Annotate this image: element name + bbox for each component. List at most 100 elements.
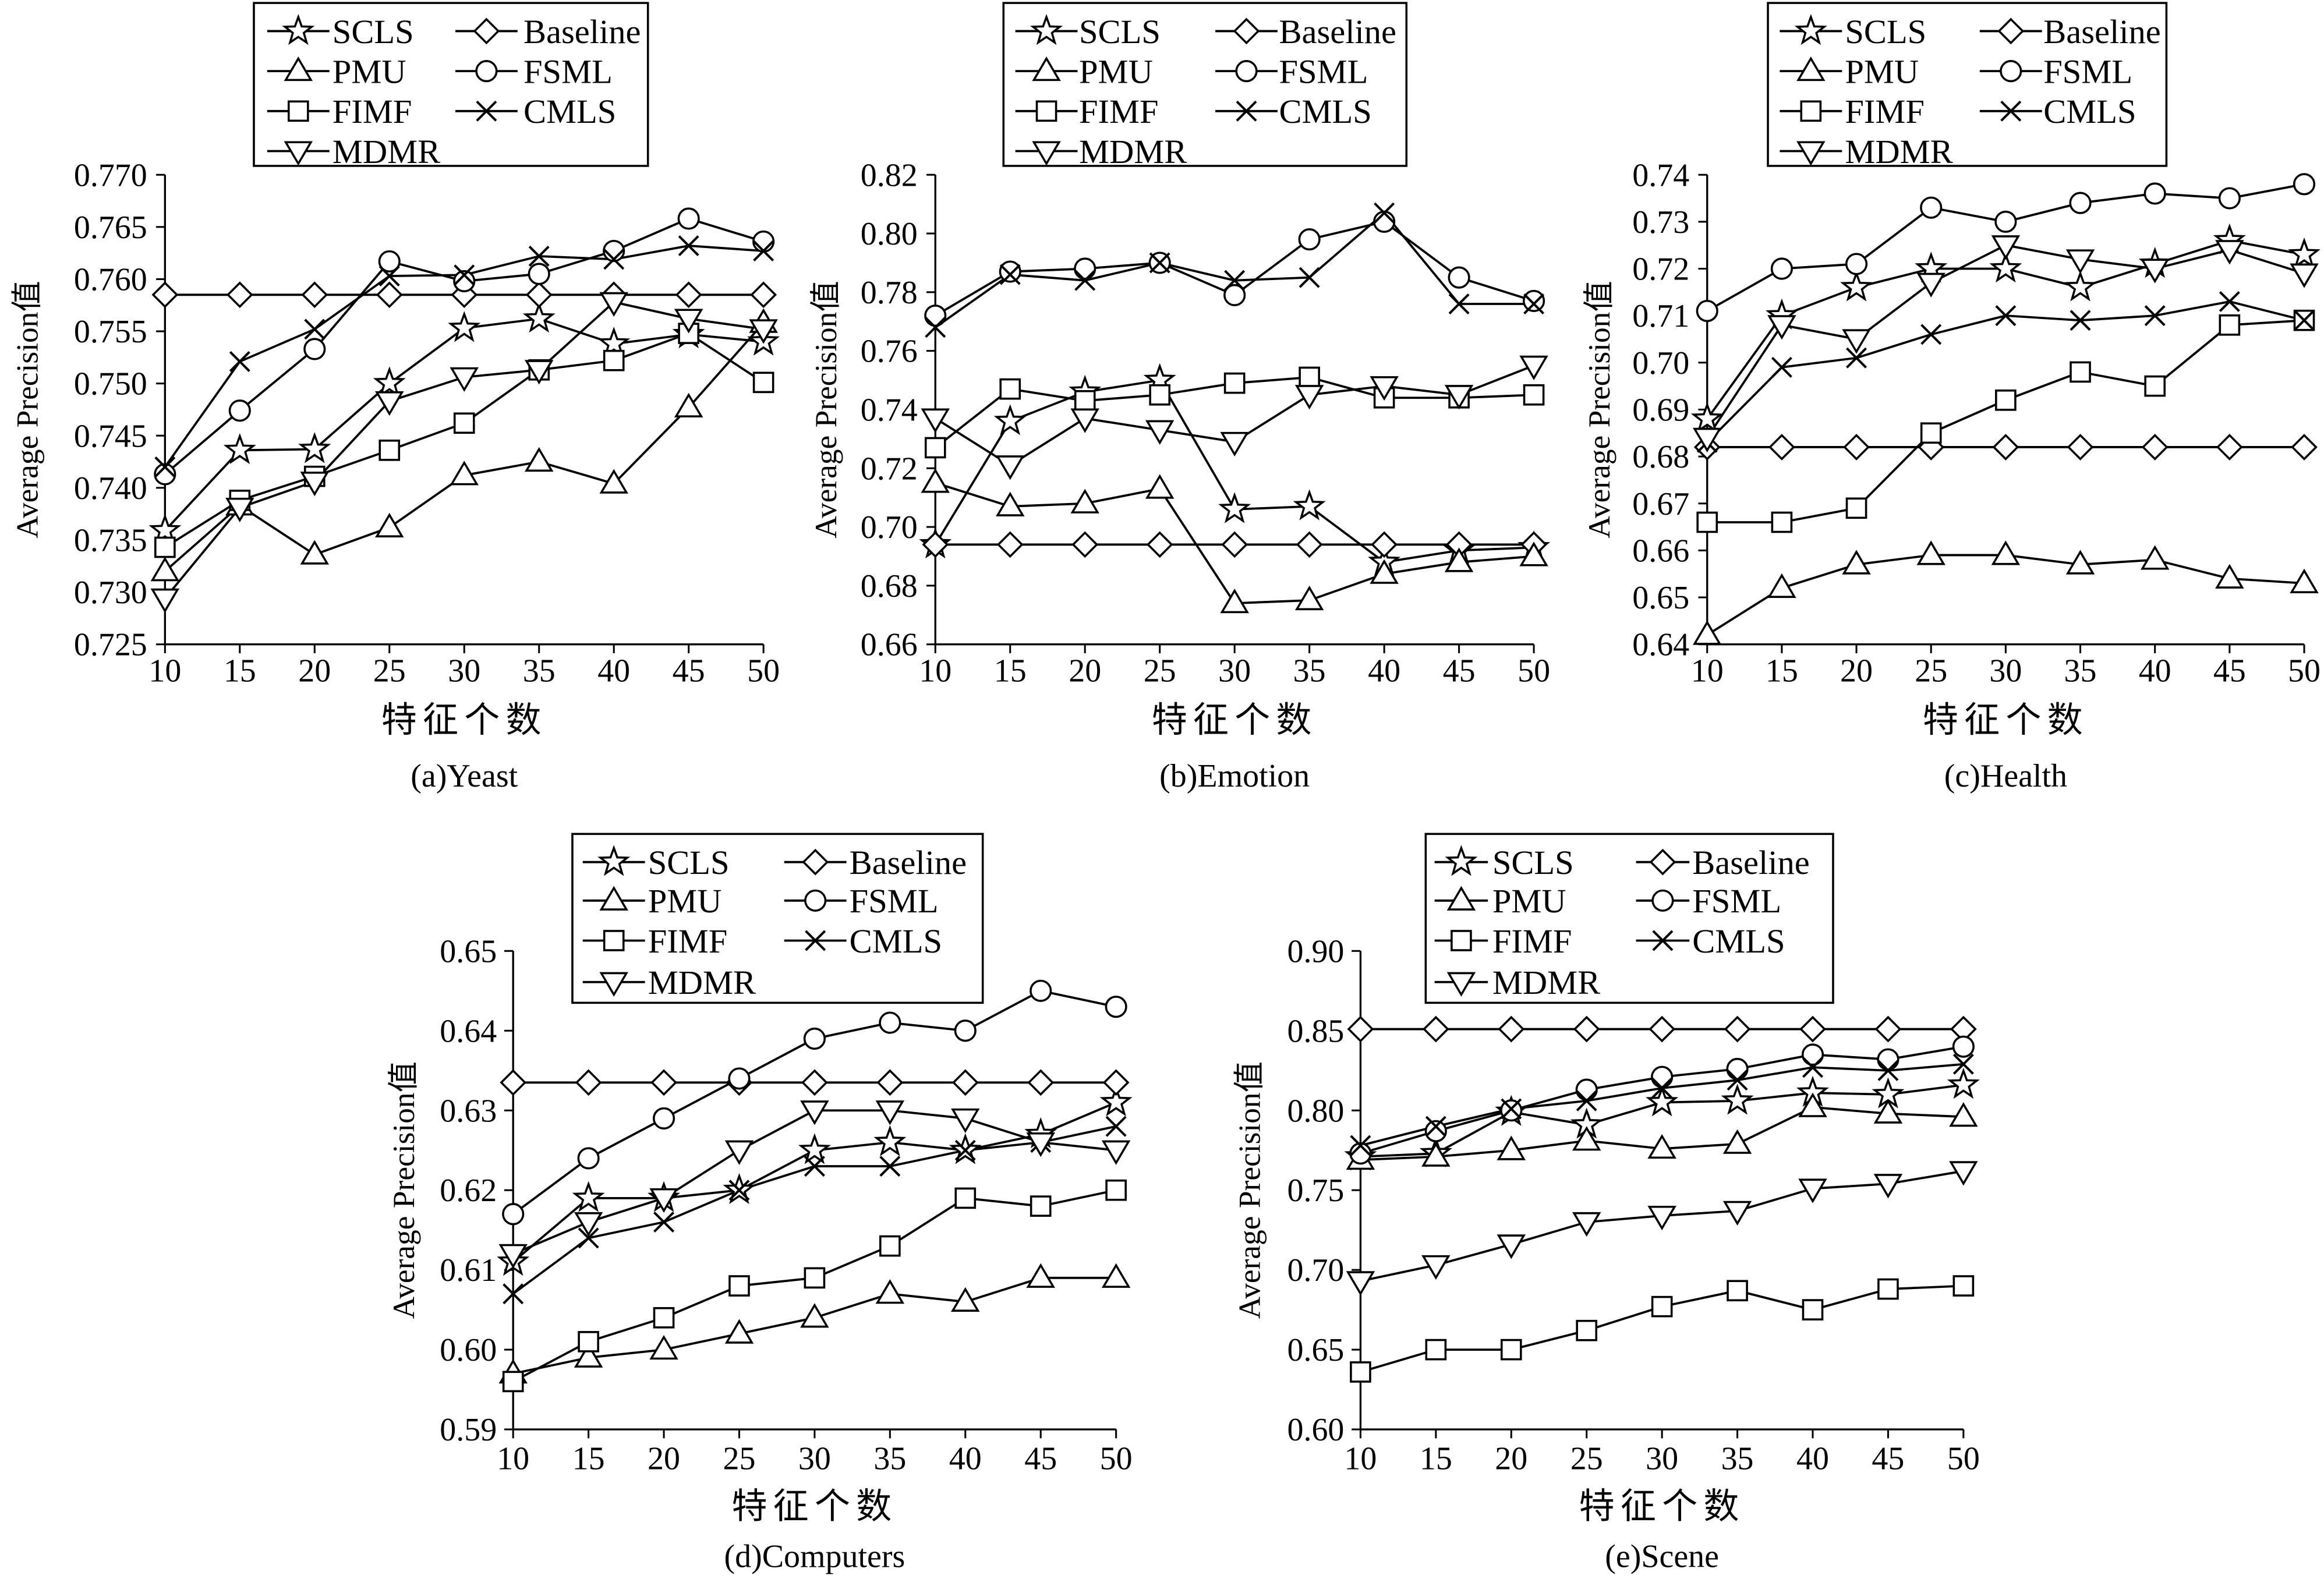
- data-point-fsml-25: [1575, 1078, 1598, 1101]
- y-tick-label: 0.63: [440, 1093, 497, 1129]
- data-point-pmu-25: [1145, 474, 1175, 499]
- legend-box: [1424, 833, 1834, 1004]
- data-point-mdmr-35: [524, 360, 554, 385]
- legend-label: CMLS: [1279, 93, 1371, 130]
- data-point-mdmr-10: [150, 588, 180, 613]
- data-point-mdmr-25: [375, 391, 404, 416]
- data-point-pmu-30: [1991, 540, 2021, 565]
- data-point-fimf-40: [1802, 1299, 1824, 1320]
- x-tick-label: 10: [919, 653, 951, 689]
- legend-entry-cmls: CMLS: [1636, 922, 1785, 960]
- data-point-fimf-35: [1727, 1280, 1748, 1302]
- data-point-cmls-20: [1846, 347, 1867, 369]
- x-tick-label: 40: [597, 653, 630, 689]
- data-point-fimf-10: [924, 437, 946, 459]
- data-point-baseline-50: [1102, 1069, 1130, 1096]
- data-point-baseline-25: [376, 281, 403, 309]
- data-point-mdmr-10: [1692, 427, 1722, 452]
- data-point-cmls-45: [1877, 1060, 1899, 1081]
- data-point-scls-50: [1947, 1067, 1980, 1099]
- data-point-mdmr-25: [1572, 1212, 1601, 1237]
- x-axis-title: 特征个数: [731, 1488, 897, 1527]
- data-point-mdmr-50: [2290, 263, 2319, 288]
- data-point-fimf-10: [502, 1371, 524, 1393]
- data-point-baseline-15: [226, 281, 253, 309]
- x-tick-label: 20: [648, 1441, 680, 1477]
- y-axis-title: Average Precision值: [808, 281, 843, 538]
- y-tick-label: 0.765: [74, 210, 147, 246]
- legend-entry-pmu: PMU: [1434, 882, 1566, 920]
- data-point-mdmr-10: [498, 1244, 528, 1269]
- y-tick-label: 0.61: [440, 1252, 497, 1288]
- data-point-cmls-35: [1727, 1070, 1748, 1091]
- x-tick-label: 35: [2064, 653, 2097, 689]
- data-point-cmls-10: [154, 456, 176, 477]
- legend-label: SCLS: [1079, 13, 1161, 51]
- x-tick-label: 15: [1766, 653, 1798, 689]
- legend-circle-icon: [1235, 60, 1258, 83]
- data-point-pmu-10: [921, 468, 950, 493]
- data-point-fsml-25: [1920, 196, 1943, 219]
- panel-caption: (d)Computers: [724, 1539, 905, 1575]
- y-tick-label: 0.80: [861, 216, 918, 252]
- data-point-cmls-50: [1952, 1053, 1974, 1075]
- legend-square-icon: [287, 100, 309, 122]
- x-axis-title: 特征个数: [1152, 701, 1318, 740]
- data-point-pmu-40: [1798, 1092, 1827, 1117]
- data-point-baseline-25: [1146, 531, 1173, 558]
- data-point-pmu-10: [150, 557, 180, 582]
- data-point-fsml-25: [728, 1067, 751, 1090]
- data-point-baseline-35: [1296, 531, 1323, 558]
- data-point-mdmr-50: [749, 319, 778, 344]
- data-point-cmls-20: [304, 318, 326, 340]
- data-point-pmu-30: [1220, 588, 1249, 614]
- data-point-mdmr-15: [1421, 1255, 1451, 1280]
- data-point-cmls-25: [1149, 252, 1170, 274]
- data-point-fimf-25: [1576, 1319, 1598, 1341]
- legend-triangle-icon: [1032, 56, 1061, 82]
- y-tick-label: 0.64: [440, 1013, 497, 1049]
- data-point-cmls-15: [999, 264, 1021, 285]
- data-point-fsml-40: [954, 1019, 977, 1042]
- data-point-cmls-30: [454, 264, 475, 286]
- data-point-mdmr-40: [2140, 259, 2170, 284]
- x-tick-label: 50: [747, 653, 780, 689]
- data-point-fsml-20: [1074, 257, 1096, 280]
- legend-star-icon: [1794, 14, 1827, 45]
- legend-entry-fimf: FIMF: [267, 93, 412, 130]
- legend-diamond-icon: [473, 17, 500, 45]
- x-tick-label: 30: [1218, 653, 1251, 689]
- data-point-baseline-25: [1573, 1015, 1600, 1043]
- x-tick-label: 25: [1915, 653, 1947, 689]
- data-point-fsml-35: [1298, 228, 1321, 251]
- data-point-pmu-50: [1101, 1263, 1131, 1288]
- data-point-scls-30: [1989, 252, 2022, 283]
- data-point-baseline-40: [2141, 434, 2169, 461]
- y-tick-label: 0.62: [440, 1173, 497, 1209]
- data-point-cmls-20: [1074, 270, 1096, 291]
- legend-label: FSML: [850, 882, 939, 920]
- legend-circle-icon: [1651, 889, 1674, 912]
- y-tick-label: 0.73: [1632, 204, 1689, 240]
- data-point-mdmr-40: [1370, 376, 1399, 401]
- data-point-mdmr-30: [1647, 1205, 1676, 1231]
- legend-entry-baseline: Baseline: [455, 13, 641, 51]
- data-point-baseline-45: [1027, 1069, 1055, 1096]
- legend-square-icon: [603, 930, 625, 951]
- data-point-pmu-30: [1647, 1134, 1676, 1159]
- y-tick-label: 0.735: [74, 523, 147, 559]
- data-point-cmls-40: [603, 249, 625, 270]
- y-tick-label: 0.745: [74, 418, 147, 454]
- chart-panel-e: 0.60 0.65 0.70 0.75 0.80 0.85 0.90 10 15 20 25 30 35…: [1232, 833, 1980, 1575]
- data-point-fsml-30: [1651, 1065, 1674, 1088]
- y-tick-label: 0.725: [74, 627, 147, 663]
- data-point-cmls-30: [804, 1156, 825, 1177]
- legend-label: PMU: [332, 52, 406, 90]
- data-point-pmu-45: [2215, 564, 2244, 589]
- x-tick-label: 25: [723, 1441, 756, 1477]
- data-point-cmls-35: [1299, 267, 1320, 288]
- data-point-mdmr-25: [1916, 272, 1945, 298]
- y-tick-label: 0.60: [440, 1332, 497, 1368]
- legend-label: CMLS: [1692, 922, 1785, 960]
- y-tick-label: 0.65: [1632, 580, 1689, 616]
